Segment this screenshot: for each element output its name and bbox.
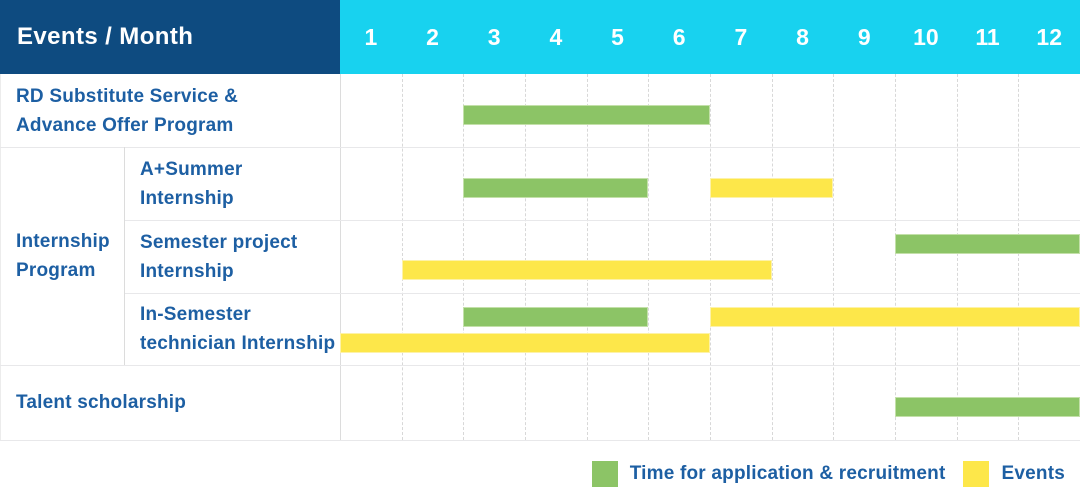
group-divider [124,147,125,365]
row-divider [0,365,1080,366]
row-label-a-plus-summer-internship: A+Summer Internship [140,158,243,209]
recruitment-bar-semester-project-internship [895,234,1080,254]
legend-item-recruitment: Time for application & recruitment [591,461,946,487]
row-label-in-semester-technician-internship: In-Semester technician Internship [140,304,336,354]
month-gridline [586,74,588,440]
month-gridline [895,74,896,440]
table-corner-header: Events / Month [0,0,340,74]
month-gridline [1018,74,1020,440]
month-gridline [833,74,835,440]
group-label-internship-program: Internship Program [16,231,110,281]
event-bar-in-semester-technician-internship [710,307,1080,327]
label-grid-divider [340,74,341,440]
month-header-cell: 11 [975,23,1000,50]
event-bar-in-semester-technician-internship [340,333,710,353]
month-header-cell: 5 [611,23,624,50]
month-header-cell: 1 [364,23,378,50]
month-header-cell: 8 [796,23,809,50]
row-label-rd-substitute-service-advance-offer-program: RD Substitute Service & Advance Offer Pro… [16,85,239,136]
month-header-cell: 3 [487,23,501,50]
month-header-cell: 2 [426,23,439,50]
event-swatch-icon [963,461,990,487]
recruitment-bar-talent-scholarship [895,397,1080,417]
month-gridline [771,74,773,440]
month-header-cell: 4 [549,23,563,50]
month-gridline [710,74,711,440]
legend-label-events: Events [1001,463,1065,484]
corner-header-label: Events / Month [17,23,194,50]
recruitment-bar-a-plus-summer-internship [463,178,649,198]
row-divider [124,220,1080,221]
row-label-semester-project-internship: Semester project Internship [140,231,298,282]
event-bar-a-plus-summer-internship [710,178,834,198]
row-divider [0,440,1080,441]
recruitment-bar-rd-substitute-service-advance-offer-program [463,105,710,125]
month-header-cell: 10 [913,23,939,50]
month-header-cell: 12 [1036,23,1063,50]
month-header-cell: 7 [734,23,748,50]
month-header-cell: 6 [672,23,686,50]
month-header-cell: 9 [857,23,871,50]
recruitment-swatch-icon [591,461,618,487]
gantt-table: Events / Month 1 2 3 4 5 6 7 8 9 10 11 12 Internshi… [0,0,1080,441]
table-left-border [0,74,1,440]
event-bar-semester-project-internship [401,260,772,280]
month-gridline [956,74,958,440]
month-gridline [463,74,465,440]
row-divider [124,293,1080,294]
legend-label-recruitment: Time for application & recruitment [629,463,946,484]
month-gridline [401,74,403,440]
month-header-row: 1 2 3 4 5 6 7 8 9 10 11 12 [340,0,1080,74]
row-label-talent-scholarship: Talent scholarship [16,392,187,413]
month-gridline [525,74,526,440]
legend: Time for application & recruitment Event… [591,458,1065,490]
row-divider [0,147,1080,148]
legend-item-events: Events [963,461,1065,487]
recruitment-bar-in-semester-technician-internship [463,307,649,327]
month-gridline [648,74,650,440]
